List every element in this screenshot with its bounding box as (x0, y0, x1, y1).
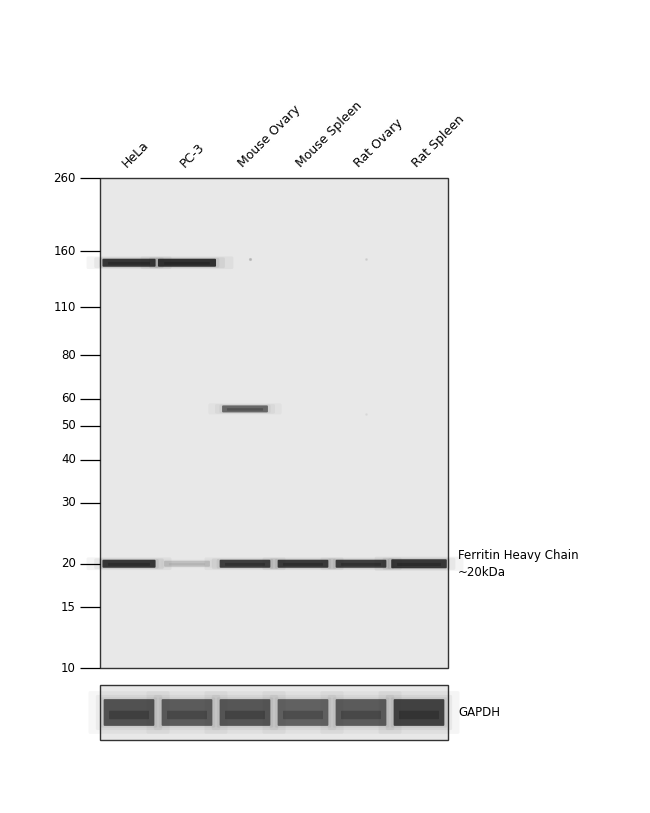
FancyBboxPatch shape (109, 711, 149, 720)
FancyBboxPatch shape (164, 561, 210, 567)
FancyBboxPatch shape (225, 563, 265, 566)
FancyBboxPatch shape (158, 259, 216, 267)
FancyBboxPatch shape (399, 711, 439, 720)
FancyBboxPatch shape (94, 559, 164, 569)
FancyBboxPatch shape (275, 559, 332, 568)
Text: Ferritin Heavy Chain
~20kDa: Ferritin Heavy Chain ~20kDa (458, 549, 578, 579)
Text: 40: 40 (61, 453, 76, 466)
FancyBboxPatch shape (162, 699, 213, 726)
Text: 30: 30 (61, 496, 76, 509)
FancyBboxPatch shape (397, 563, 441, 566)
Text: 60: 60 (61, 392, 76, 405)
Text: 15: 15 (61, 601, 76, 614)
FancyBboxPatch shape (212, 559, 278, 569)
Text: Mouse Spleen: Mouse Spleen (294, 99, 365, 170)
Text: 160: 160 (53, 245, 76, 258)
FancyBboxPatch shape (99, 559, 159, 568)
FancyBboxPatch shape (270, 559, 336, 569)
FancyBboxPatch shape (333, 559, 389, 568)
FancyBboxPatch shape (341, 563, 381, 566)
FancyBboxPatch shape (216, 559, 273, 568)
Text: 260: 260 (53, 172, 76, 185)
FancyBboxPatch shape (394, 699, 445, 726)
FancyBboxPatch shape (149, 258, 225, 268)
FancyBboxPatch shape (383, 558, 456, 570)
FancyBboxPatch shape (164, 262, 210, 265)
Bar (100, 178, 448, 668)
FancyBboxPatch shape (103, 560, 155, 567)
Text: 110: 110 (53, 301, 76, 314)
Text: Mouse Ovary: Mouse Ovary (236, 102, 303, 170)
FancyBboxPatch shape (155, 258, 219, 267)
FancyBboxPatch shape (391, 559, 447, 568)
FancyBboxPatch shape (278, 699, 328, 726)
Bar (100, 685, 448, 740)
FancyBboxPatch shape (283, 563, 323, 566)
FancyBboxPatch shape (103, 699, 154, 726)
Text: GAPDH: GAPDH (458, 706, 500, 719)
FancyBboxPatch shape (108, 262, 150, 265)
Text: 20: 20 (61, 557, 76, 570)
FancyBboxPatch shape (101, 698, 157, 728)
FancyBboxPatch shape (222, 406, 268, 412)
FancyBboxPatch shape (220, 699, 270, 726)
FancyBboxPatch shape (108, 563, 150, 566)
FancyBboxPatch shape (167, 711, 207, 720)
Text: 50: 50 (61, 420, 76, 433)
FancyBboxPatch shape (391, 698, 447, 728)
Text: Rat Ovary: Rat Ovary (352, 116, 406, 170)
FancyBboxPatch shape (220, 560, 270, 567)
FancyBboxPatch shape (333, 698, 389, 728)
FancyBboxPatch shape (169, 563, 205, 565)
FancyBboxPatch shape (388, 559, 450, 569)
FancyBboxPatch shape (341, 711, 381, 720)
Text: HeLa: HeLa (120, 138, 151, 170)
FancyBboxPatch shape (216, 698, 273, 728)
Text: 10: 10 (61, 662, 76, 675)
FancyBboxPatch shape (94, 258, 164, 268)
FancyBboxPatch shape (386, 695, 452, 730)
FancyBboxPatch shape (278, 560, 328, 567)
Text: PC-3: PC-3 (178, 141, 207, 170)
FancyBboxPatch shape (159, 698, 215, 728)
FancyBboxPatch shape (103, 259, 155, 267)
Text: 80: 80 (61, 349, 76, 362)
FancyBboxPatch shape (227, 408, 263, 411)
FancyBboxPatch shape (225, 711, 265, 720)
FancyBboxPatch shape (283, 711, 323, 720)
FancyBboxPatch shape (335, 560, 386, 567)
FancyBboxPatch shape (328, 559, 394, 569)
FancyBboxPatch shape (99, 258, 159, 267)
FancyBboxPatch shape (335, 699, 386, 726)
Text: Rat Spleen: Rat Spleen (410, 113, 467, 170)
